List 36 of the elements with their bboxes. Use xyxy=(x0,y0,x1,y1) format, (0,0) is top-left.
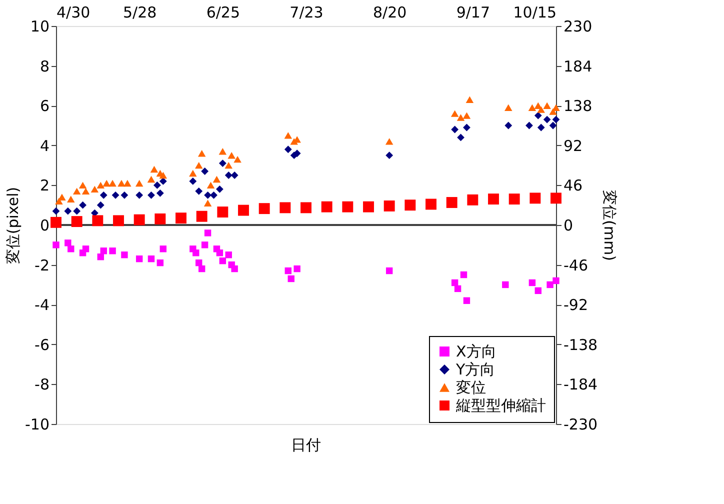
x-tick-label: 10/15 xyxy=(513,4,556,22)
y-tick-label: -4 xyxy=(34,296,50,314)
legend-label: Y方向 xyxy=(455,360,496,378)
y2-tick-label: -230 xyxy=(564,416,598,434)
y-tick-label: 8 xyxy=(40,57,50,76)
y2-tick-label: -46 xyxy=(564,256,588,274)
y-tick-label: 6 xyxy=(40,97,50,116)
y-tick-label: -8 xyxy=(34,376,50,394)
y2-tick-label: 230 xyxy=(564,18,592,36)
y2-axis-title: 変位(mm) xyxy=(600,190,619,261)
y2-tick-label: -92 xyxy=(564,296,588,314)
y-axis-title: 変位(pixel) xyxy=(4,186,22,264)
x-tick-label: 4/30 xyxy=(56,4,90,22)
x-axis-title: 日付 xyxy=(291,436,321,454)
y2-tick-label: -138 xyxy=(564,336,598,354)
x-tick-label: 6/25 xyxy=(206,4,240,22)
y-tick-label: -2 xyxy=(34,256,50,274)
y-tick-label: -10 xyxy=(25,416,50,434)
y-tick-label: 4 xyxy=(40,136,50,155)
y-tick-label: 0 xyxy=(40,216,50,234)
y-tick-label: -6 xyxy=(34,336,50,354)
legend-label: 変位 xyxy=(456,378,486,396)
y-tick-label: 10 xyxy=(30,18,50,36)
x-tick-label: 7/23 xyxy=(290,4,324,22)
legend-label: X方向 xyxy=(456,342,496,360)
y2-tick-label: 46 xyxy=(564,176,583,195)
y-tick-label: 2 xyxy=(40,176,50,195)
y2-tick-label: -184 xyxy=(564,376,598,394)
x-tick-label: 8/20 xyxy=(372,4,407,22)
legend-label: 縦型型伸縮計 xyxy=(455,396,546,414)
y2-tick-label: 0 xyxy=(564,216,574,234)
y2-tick-label: 138 xyxy=(564,97,592,116)
y2-tick-label: 184 xyxy=(564,57,592,76)
x-tick-label: 9/17 xyxy=(456,4,490,22)
x-tick-label: 5/28 xyxy=(122,4,157,22)
y2-tick-label: 92 xyxy=(564,136,583,155)
